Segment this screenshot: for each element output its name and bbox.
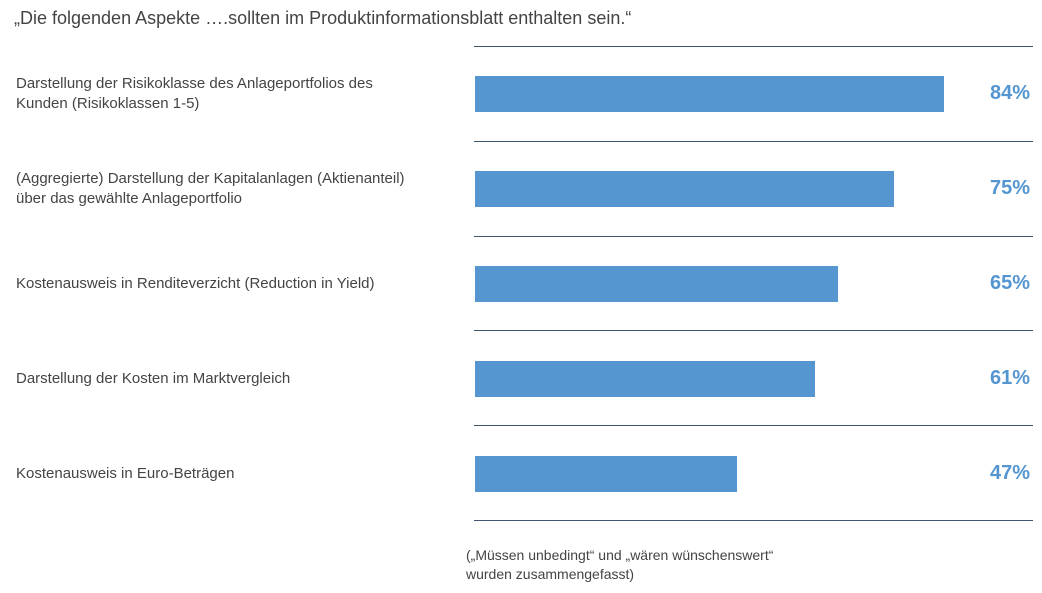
category-label: Darstellung der Risikoklasse des Anlagep… bbox=[16, 74, 456, 114]
category-label-line: Kostenausweis in Euro-Beträgen bbox=[16, 465, 235, 482]
bar bbox=[475, 76, 944, 112]
category-label-line: Darstellung der Kosten im Marktvergleich bbox=[16, 370, 291, 387]
row-separator bbox=[474, 520, 1033, 521]
row-separator bbox=[474, 46, 1033, 47]
bar bbox=[475, 456, 737, 492]
category-label: Kostenausweis in Euro-Beträgen bbox=[16, 464, 456, 484]
category-label-line: Kostenausweis in Renditeverzicht (Reduct… bbox=[16, 275, 375, 292]
footnote-line-1: („Müssen unbedingt“ und „wären wünschens… bbox=[466, 547, 774, 563]
value-label: 61% bbox=[989, 367, 1030, 389]
category-label: Darstellung der Kosten im Marktvergleich bbox=[16, 369, 456, 389]
category-label-line: Darstellung der Risikoklasse des Anlagep… bbox=[16, 75, 373, 92]
category-label: (Aggregierte) Darstellung der Kapitalanl… bbox=[16, 169, 456, 209]
row-separator bbox=[474, 141, 1033, 142]
chart-title: „Die folgenden Aspekte ….sollten im Prod… bbox=[14, 8, 632, 28]
category-label: Kostenausweis in Renditeverzicht (Reduct… bbox=[16, 274, 456, 294]
row-separator bbox=[474, 425, 1033, 426]
value-label: 65% bbox=[989, 272, 1030, 294]
value-label: 75% bbox=[989, 177, 1030, 199]
row-separator bbox=[474, 236, 1033, 237]
value-label: 84% bbox=[989, 82, 1030, 104]
bar bbox=[475, 171, 894, 207]
row-separator bbox=[474, 330, 1033, 331]
value-label: 47% bbox=[989, 462, 1030, 484]
category-label-line: über das gewählte Anlageportfolio bbox=[16, 190, 242, 207]
category-label-line: Kunden (Risikoklassen 1-5) bbox=[16, 95, 200, 112]
category-label-line: (Aggregierte) Darstellung der Kapitalanl… bbox=[16, 170, 405, 187]
bar bbox=[475, 361, 815, 397]
footnote: („Müssen unbedingt“ und „wären wünschens… bbox=[466, 546, 773, 584]
bar bbox=[475, 266, 838, 302]
footnote-line-2: wurden zusammengefasst) bbox=[466, 566, 635, 582]
